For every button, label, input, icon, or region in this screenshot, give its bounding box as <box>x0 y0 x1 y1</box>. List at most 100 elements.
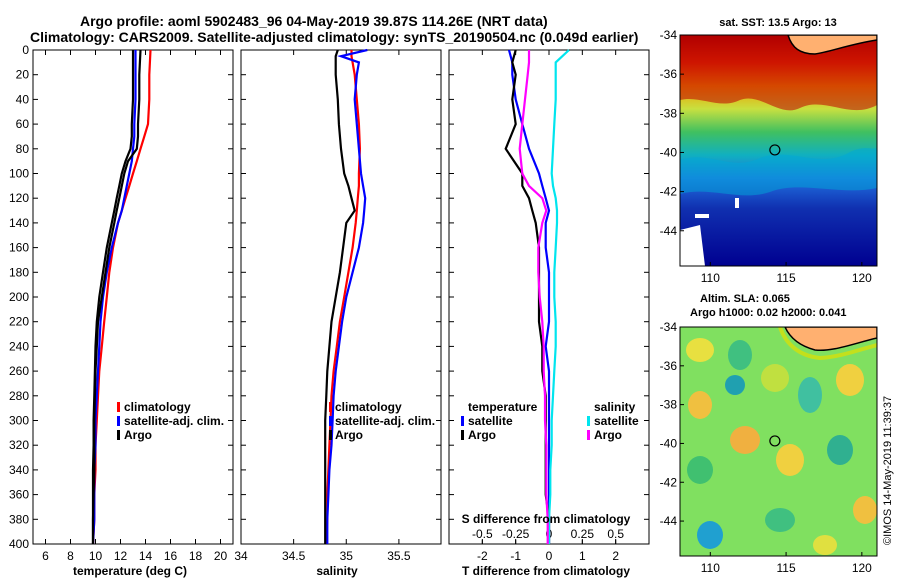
x-tick-label: 14 <box>139 549 153 563</box>
map-x-tick-label: 110 <box>701 271 720 285</box>
legend-label-satellite: satellite-adj. clim. <box>335 414 435 428</box>
series-line-salinity-satellite <box>547 49 570 544</box>
y-tick-label: 180 <box>9 265 29 279</box>
sla-blob <box>687 456 713 484</box>
difference-legend: temperature satellite Argo salinity sate… <box>461 400 639 442</box>
difference-panel: -2 -1 0 1 2-0.5 -0.25 0 0.25 0.5 <box>449 49 649 563</box>
legend-swatch-s-satellite <box>587 416 590 426</box>
sst-missing-data <box>735 198 739 208</box>
sla-blob <box>697 521 723 549</box>
x-tick-label: 2 <box>612 549 619 563</box>
series-line-temperature-satellite <box>507 49 551 544</box>
temperature-legend: climatology satellite-adj. clim. Argo <box>117 400 224 442</box>
map-y-tick-label: -40 <box>660 436 678 450</box>
y-tick-label: 100 <box>9 167 29 181</box>
map-x-tick-label: 115 <box>777 561 796 575</box>
y-tick-label: 160 <box>9 241 29 255</box>
legend-swatch-t-satellite <box>461 416 464 426</box>
series-line-satellite-adj-clim- <box>326 48 368 544</box>
map-y-tick-label: -36 <box>660 67 678 81</box>
y-tick-label: 280 <box>9 389 29 403</box>
y-tick-label: 80 <box>16 142 30 156</box>
argo-float-marker <box>769 435 781 447</box>
salinity-legend: climatology satellite-adj. clim. Argo <box>329 400 435 442</box>
temperature-xlabel: temperature (deg C) <box>73 564 187 578</box>
title-line-2: Climatology: CARS2009. Satellite-adjuste… <box>30 29 638 45</box>
y-tick-label: 220 <box>9 315 29 329</box>
x-tick-label: 1 <box>579 549 586 563</box>
y-tick-label: 20 <box>16 68 30 82</box>
y-tick-label: 400 <box>9 537 29 551</box>
series-line-salinity-argo <box>518 50 549 544</box>
x-tick-label: 34 <box>234 549 248 563</box>
sla-map-title: Altim. SLA: 0.065 <box>700 293 790 305</box>
y-tick-label: 320 <box>9 438 29 452</box>
legend-label-s-satellite: satellite <box>594 414 639 428</box>
series-line-argo-2nd-trace- <box>91 50 135 544</box>
legend-swatch-argo <box>329 430 332 440</box>
sst-warm-region <box>680 35 877 111</box>
sla-blob <box>813 535 837 555</box>
x-tick-label: 6 <box>42 549 49 563</box>
sla-blob <box>761 364 789 392</box>
sla-blob <box>686 338 714 362</box>
sla-blob <box>688 391 712 419</box>
y-tick-label: 240 <box>9 339 29 353</box>
sla-map-image <box>680 327 877 556</box>
y-tick-label: 380 <box>9 512 29 526</box>
y-tick-label: 0 <box>22 43 29 57</box>
map-x-tick-label: 115 <box>777 271 796 285</box>
x-tick-label: 34.5 <box>282 549 306 563</box>
y-tick-label: 340 <box>9 463 29 477</box>
legend-title-salinity: salinity <box>594 400 636 414</box>
x-tick-label: 35 <box>340 549 354 563</box>
x-tick-label: 12 <box>114 549 128 563</box>
y-tick-label: 60 <box>16 117 30 131</box>
y-tick-label: 300 <box>9 414 29 428</box>
legend-label-t-argo: Argo <box>468 428 496 442</box>
map-y-tick-label: -42 <box>660 475 678 489</box>
legend-label-climatology: climatology <box>124 400 191 414</box>
legend-label-s-argo: Argo <box>594 428 622 442</box>
salinity-panel: 34 34.5 35 35.5 <box>234 48 441 563</box>
coastline <box>787 35 877 55</box>
legend-swatch-satellite <box>117 416 120 426</box>
argo-float-marker <box>769 144 781 156</box>
watermark: ©IMOS 14-May-2019 11:39:37 <box>882 396 894 545</box>
x2-tick-label: -0.25 <box>502 527 530 541</box>
x-tick-label: -1 <box>510 549 521 563</box>
legend-swatch-climatology <box>329 402 332 412</box>
legend-title-temperature: temperature <box>468 400 538 414</box>
sla-map-subtitle: Argo h1000: 0.02 h2000: 0.041 <box>690 307 847 319</box>
s-difference-xlabel: S difference from climatology <box>462 512 631 526</box>
map-y-tick-label: -44 <box>660 224 678 238</box>
x2-tick-label: 0.25 <box>571 527 595 541</box>
sla-blob <box>836 364 864 396</box>
sla-blob <box>730 426 760 454</box>
legend-label-argo: Argo <box>335 428 363 442</box>
x-tick-label: 16 <box>164 549 178 563</box>
sla-blob <box>728 340 752 370</box>
t-difference-xlabel: T difference from climatology <box>462 564 630 578</box>
x-tick-label: -2 <box>477 549 488 563</box>
temperature-panel: 0 20 40 60 80 100 120 140 160 180 200 220 240 260 280 3… <box>9 43 233 563</box>
x2-tick-label: 0.5 <box>607 527 624 541</box>
x2-tick-label: -0.5 <box>472 527 493 541</box>
map-y-tick-label: -36 <box>660 359 678 373</box>
legend-swatch-t-argo <box>461 430 464 440</box>
salinity-xlabel: salinity <box>316 564 358 578</box>
x-tick-label: 0 <box>546 549 553 563</box>
coastal-band <box>778 327 877 361</box>
y-tick-label: 140 <box>9 216 29 230</box>
map-x-tick-label: 120 <box>852 271 872 285</box>
map-y-tick-label: -40 <box>660 145 678 159</box>
map-y-tick-label: -44 <box>660 514 678 528</box>
x-tick-label: 35.5 <box>387 549 411 563</box>
legend-label-satellite: satellite-adj. clim. <box>124 414 224 428</box>
sst-map-image <box>680 35 877 266</box>
map-y-tick-label: -34 <box>660 320 678 334</box>
x-tick-label: 8 <box>67 549 74 563</box>
x-tick-label: 20 <box>214 549 228 563</box>
map-x-tick-label: 110 <box>701 561 720 575</box>
